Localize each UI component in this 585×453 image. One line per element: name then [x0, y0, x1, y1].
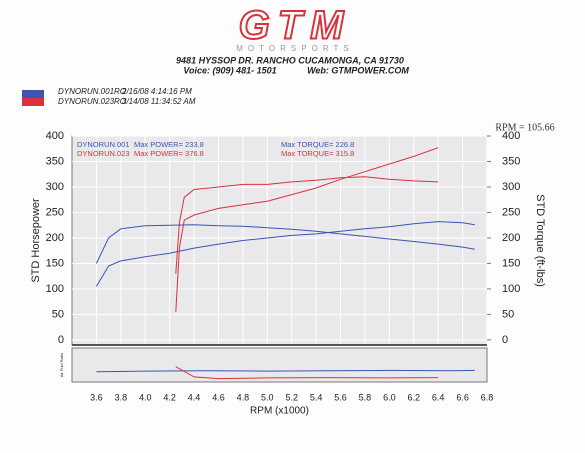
x-axis-label: RPM (x1000): [250, 406, 309, 417]
legend-file: DYNORUN.001RO: [58, 87, 126, 96]
y2-tick-label: 300: [502, 181, 520, 193]
y2-tick-label: 50: [502, 308, 514, 320]
y-tick-label: 400: [46, 130, 64, 142]
y2-tick-label: 0: [502, 334, 508, 346]
voice: Voice: (909) 481- 1501: [183, 65, 276, 75]
annotation: Max POWER= 376.8: [134, 149, 204, 158]
logo: GTM: [239, 4, 352, 48]
x-tick-label: 5.4: [310, 392, 323, 402]
y-axis-label: Air Fuel Ratio: [59, 352, 64, 377]
x-tick-label: 5.6: [334, 392, 347, 402]
web: Web: GTMPOWER.COM: [307, 65, 409, 75]
annotation: Max TORQUE= 315.8: [281, 149, 354, 158]
address: 9481 HYSSOP DR. RANCHO CUCAMONGA, CA 917…: [176, 55, 404, 65]
plot-area: [71, 347, 488, 383]
x-tick-label: 4.8: [237, 392, 250, 402]
x-tick-label: 6.4: [432, 392, 445, 402]
legend-swatch: [22, 98, 44, 106]
y2-tick-label: 400: [502, 130, 520, 142]
y2-tick-label: 100: [502, 283, 520, 295]
series-line: [175, 147, 439, 312]
y2-axis-label: STD Torque (ft-lbs): [534, 194, 546, 287]
y-axis-label: STD Horsepower: [30, 198, 42, 283]
annotation: Max POWER= 233.8: [134, 140, 204, 149]
x-tick-label: 6.6: [456, 392, 469, 402]
y2-tick-label: 350: [502, 155, 520, 167]
y-tick-label: 200: [46, 232, 64, 244]
plot-area: [71, 135, 488, 346]
y2-tick-label: 200: [502, 232, 520, 244]
y-tick-label: 100: [46, 283, 64, 295]
x-tick-label: 3.6: [90, 392, 103, 402]
series-line: [95, 221, 475, 287]
series-line: [96, 369, 475, 373]
legend-date: 3/14/08 11:34:52 AM: [122, 97, 196, 106]
x-tick-label: 4.2: [163, 392, 176, 402]
annotation: Max TORQUE= 226.8: [281, 140, 354, 149]
y-tick-label: 50: [52, 308, 64, 320]
legend-file: DYNORUN.023RO: [58, 97, 126, 106]
y-tick-label: 150: [46, 257, 64, 269]
y2-tick-label: 150: [502, 257, 520, 269]
x-tick-label: 6.2: [408, 392, 421, 402]
y-tick-label: 350: [46, 155, 64, 167]
y-tick-label: 250: [46, 206, 64, 218]
x-tick-label: 5.2: [285, 392, 298, 402]
x-tick-label: 4.0: [139, 392, 152, 402]
series-line: [175, 176, 439, 274]
x-tick-label: 4.4: [188, 392, 201, 402]
logo-sub: MOTORSPORTS: [236, 44, 353, 53]
series-line: [95, 224, 475, 264]
y-tick-label: 300: [46, 181, 64, 193]
y-tick-label: 0: [58, 334, 64, 346]
legend-swatch: [22, 90, 44, 98]
run-name: DYNORUN.023: [77, 149, 130, 158]
legend-date: 2/16/08 4:14:16 PM: [121, 87, 192, 96]
x-tick-label: 3.8: [115, 392, 128, 402]
x-tick-label: 4.6: [212, 392, 225, 402]
x-tick-label: 5.0: [261, 392, 274, 402]
x-tick-label: 6.8: [481, 392, 494, 402]
x-tick-label: 5.8: [359, 392, 372, 402]
run-name: DYNORUN.001: [77, 140, 130, 149]
rpm-note: RPM = 105.66: [495, 122, 554, 133]
series-line: [175, 366, 439, 380]
y2-tick-label: 250: [502, 206, 520, 218]
x-tick-label: 6.0: [383, 392, 396, 402]
